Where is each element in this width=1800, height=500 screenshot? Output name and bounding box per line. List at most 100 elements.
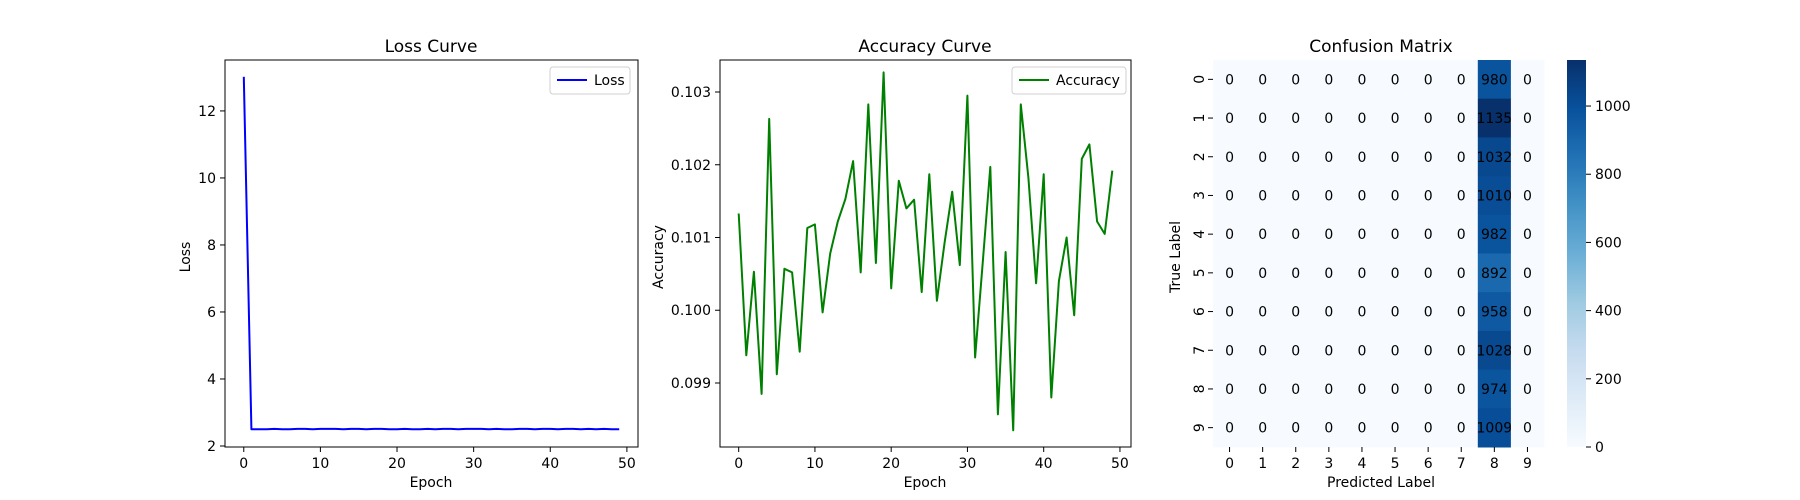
matrix-cell <box>1279 98 1313 138</box>
matrix-y-tick-label: 2 <box>1192 152 1208 161</box>
matrix-cell-value: 0 <box>1258 111 1267 127</box>
matrix-cell-value: 0 <box>1324 72 1333 88</box>
matrix-cell <box>1345 330 1379 371</box>
matrix-cell-value: 0 <box>1523 266 1532 282</box>
matrix-cell-value: 0 <box>1457 72 1466 88</box>
matrix-cell-value: 0 <box>1258 266 1267 282</box>
colorbar-tick-label: 0 <box>1595 440 1604 456</box>
matrix-cell-value: 0 <box>1225 343 1234 359</box>
matrix-cell-value: 0 <box>1457 305 1466 321</box>
matrix-cell <box>1411 176 1446 216</box>
matrix-cell <box>1345 98 1379 138</box>
accuracy-x-tick-label: 40 <box>1035 456 1053 472</box>
matrix-cell-value: 958 <box>1481 305 1508 321</box>
matrix-cell <box>1279 60 1313 100</box>
matrix-cell-value: 0 <box>1324 227 1333 243</box>
accuracy-x-tick-label: 50 <box>1111 456 1129 472</box>
matrix-cell <box>1411 98 1446 138</box>
matrix-cell <box>1213 176 1247 216</box>
loss-series-line <box>242 76 620 431</box>
accuracy-y-tick-label: 0.101 <box>671 230 711 246</box>
matrix-cell <box>1444 292 1479 332</box>
matrix-cell-value: 0 <box>1357 227 1366 243</box>
matrix-cell <box>1246 330 1280 371</box>
matrix-cell <box>1279 408 1313 448</box>
matrix-cell <box>1246 98 1280 138</box>
matrix-cell <box>1213 137 1247 177</box>
matrix-cell <box>1312 176 1346 216</box>
matrix-cell <box>1378 330 1413 371</box>
matrix-cell <box>1246 369 1280 409</box>
matrix-cell-value: 0 <box>1258 421 1267 437</box>
matrix-cell-value: 0 <box>1225 305 1234 321</box>
matrix-cell <box>1444 408 1479 448</box>
matrix-cell-value: 0 <box>1225 382 1234 398</box>
matrix-cell <box>1477 408 1512 448</box>
matrix-x-tick-label: 9 <box>1523 456 1532 472</box>
matrix-cell-value: 0 <box>1523 305 1532 321</box>
matrix-cell <box>1378 60 1413 100</box>
matrix-cell <box>1345 214 1379 254</box>
matrix-cell-value: 0 <box>1424 150 1433 166</box>
matrix-cell-value: 0 <box>1225 150 1234 166</box>
matrix-cell <box>1246 253 1280 293</box>
matrix-cell <box>1444 253 1479 293</box>
matrix-cell-value: 0 <box>1258 72 1267 88</box>
matrix-x-tick-label: 7 <box>1457 456 1466 472</box>
matrix-cell <box>1378 137 1413 177</box>
matrix-cell <box>1279 253 1313 293</box>
matrix-cell <box>1378 408 1413 448</box>
matrix-cell-value: 0 <box>1291 421 1300 437</box>
matrix-cell-value: 0 <box>1424 111 1433 127</box>
matrix-cell-value: 0 <box>1258 150 1267 166</box>
loss-y-tick-label: 8 <box>207 238 216 254</box>
matrix-y-tick-label: 5 <box>1192 268 1208 277</box>
accuracy-y-label: Accuracy <box>651 225 667 289</box>
matrix-cell-value: 0 <box>1225 421 1234 437</box>
loss-y-tick-label: 12 <box>198 104 216 120</box>
matrix-cell <box>1246 176 1280 216</box>
matrix-cell <box>1312 137 1346 177</box>
matrix-cell <box>1345 408 1379 448</box>
loss-x-tick-label: 0 <box>239 456 248 472</box>
accuracy-x-tick-label: 20 <box>882 456 900 472</box>
matrix-cell <box>1213 214 1247 254</box>
matrix-cell-value: 0 <box>1457 382 1466 398</box>
matrix-cell-value: 0 <box>1457 150 1466 166</box>
matrix-cell-value: 0 <box>1357 343 1366 359</box>
matrix-cell <box>1378 369 1413 409</box>
matrix-cell <box>1510 98 1545 138</box>
matrix-cell <box>1510 214 1545 254</box>
loss-x-tick-label: 20 <box>388 456 406 472</box>
matrix-cell-value: 0 <box>1424 382 1433 398</box>
matrix-x-tick-label: 1 <box>1258 456 1267 472</box>
matrix-cell-value: 0 <box>1324 343 1333 359</box>
matrix-cell <box>1345 176 1379 216</box>
matrix-cell-value: 0 <box>1291 150 1300 166</box>
matrix-x-tick-label: 4 <box>1357 456 1366 472</box>
accuracy-legend-label: Accuracy <box>1056 73 1120 89</box>
matrix-cell-value: 0 <box>1291 227 1300 243</box>
matrix-cell-value: 0 <box>1523 188 1532 204</box>
matrix-cell-value: 0 <box>1324 266 1333 282</box>
matrix-cell-value: 0 <box>1523 111 1532 127</box>
matrix-cell <box>1279 292 1313 332</box>
confusion-matrix-x-label: Predicted Label <box>1327 475 1435 491</box>
loss-x-tick-label: 40 <box>541 456 559 472</box>
matrix-y-tick-label: 7 <box>1192 346 1208 355</box>
matrix-cell <box>1279 137 1313 177</box>
confusion-matrix-grid: 0 0 0 0 0 0 0 0 980 00 0 0 0 0 0 0 0 1135 00 0 0 0 0 0 0 0 1032 00 0… <box>1192 60 1545 472</box>
colorbar: 0 200 400 600 800 1000 <box>1567 60 1631 456</box>
matrix-cell-value: 0 <box>1357 266 1366 282</box>
loss-legend-box <box>549 66 631 95</box>
matrix-cell-value: 0 <box>1424 188 1433 204</box>
colorbar-tick-label: 200 <box>1595 372 1622 388</box>
matrix-cell-value: 0 <box>1324 421 1333 437</box>
matrix-y-tick-label: 9 <box>1192 423 1208 432</box>
accuracy-plot-area: 0 10 20 30 40 50 0.099 0.100 0.101 0.102 0.103 <box>671 59 1132 472</box>
matrix-cell-value: 0 <box>1391 305 1400 321</box>
matrix-x-tick-label: 3 <box>1324 456 1333 472</box>
matrix-cell-value: 0 <box>1258 188 1267 204</box>
matrix-y-tick-label: 0 <box>1192 75 1208 84</box>
